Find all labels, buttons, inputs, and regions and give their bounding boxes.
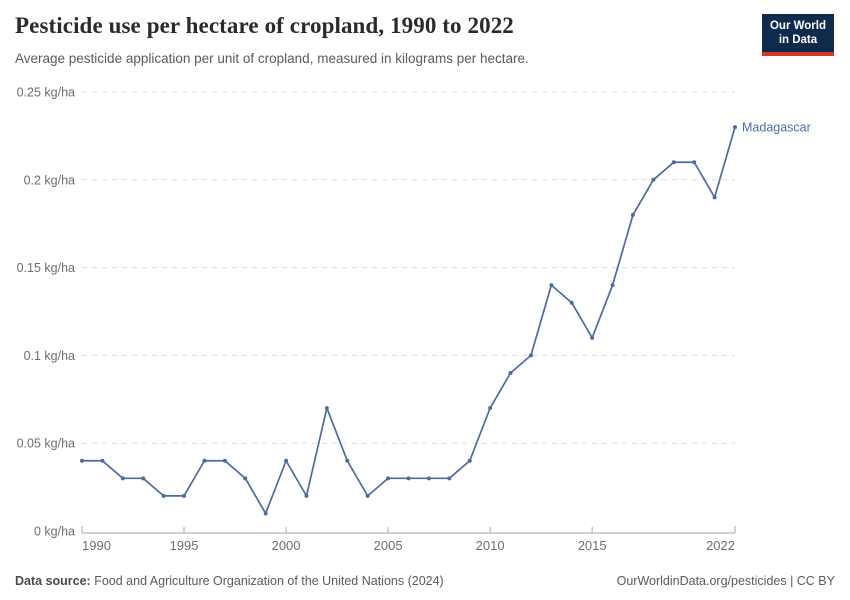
data-point-2020[interactable] <box>692 160 697 165</box>
chart-title: Pesticide use per hectare of cropland, 1… <box>15 13 514 38</box>
owid-logo-line2: in Data <box>778 34 818 47</box>
y-tick-label: 0 kg/ha <box>34 525 75 539</box>
data-point-1997[interactable] <box>222 458 227 463</box>
data-point-2000[interactable] <box>284 458 289 463</box>
data-point-2002[interactable] <box>324 406 329 411</box>
chart-footer: Data source: Food and Agriculture Organi… <box>15 574 835 588</box>
data-point-1994[interactable] <box>161 493 166 498</box>
data-point-1993[interactable] <box>141 476 146 481</box>
data-point-2016[interactable] <box>610 283 615 288</box>
data-point-2004[interactable] <box>365 493 370 498</box>
data-point-2017[interactable] <box>630 212 635 217</box>
data-point-2013[interactable] <box>549 283 554 288</box>
y-tick-label: 0.25 kg/ha <box>17 86 75 100</box>
data-point-2014[interactable] <box>569 300 574 305</box>
data-point-2007[interactable] <box>426 476 431 481</box>
data-point-1998[interactable] <box>243 476 248 481</box>
data-point-1991[interactable] <box>100 458 105 463</box>
series-label-madagascar[interactable]: Madagascar <box>742 121 811 135</box>
data-source-label: Data source: <box>15 574 91 588</box>
data-point-2012[interactable] <box>528 353 533 358</box>
y-tick-label: 0.15 kg/ha <box>17 261 75 275</box>
owid-logo-line1: Our World <box>769 20 826 32</box>
data-point-2003[interactable] <box>345 458 350 463</box>
data-source: Data source: Food and Agriculture Organi… <box>15 574 444 588</box>
data-point-2011[interactable] <box>508 370 513 375</box>
chart-subtitle: Average pesticide application per unit o… <box>15 51 529 66</box>
data-point-2015[interactable] <box>590 335 595 340</box>
y-tick-label: 0.05 kg/ha <box>17 437 75 451</box>
data-point-1990[interactable] <box>80 458 84 463</box>
data-point-2018[interactable] <box>651 177 656 182</box>
data-point-1996[interactable] <box>202 458 207 463</box>
data-point-1999[interactable] <box>263 511 268 516</box>
x-tick-label: 2010 <box>476 538 505 553</box>
data-point-1995[interactable] <box>182 493 187 498</box>
x-tick-label: 2000 <box>272 538 301 553</box>
y-tick-label: 0.1 kg/ha <box>24 349 75 363</box>
data-point-2019[interactable] <box>671 160 676 165</box>
data-point-2006[interactable] <box>406 476 411 481</box>
owid-logo[interactable]: Our World in Data <box>761 14 834 56</box>
y-tick-label: 0.2 kg/ha <box>24 173 75 187</box>
data-point-2010[interactable] <box>488 406 493 411</box>
x-tick-label: 2015 <box>578 538 607 553</box>
x-tick-label: 1990 <box>82 538 111 553</box>
data-point-2001[interactable] <box>304 493 309 498</box>
x-tick-label: 2022 <box>706 538 735 553</box>
data-point-2021[interactable] <box>712 195 717 200</box>
credit-link[interactable]: OurWorldinData.org/pesticides | CC BY <box>616 574 835 588</box>
series-line-madagascar[interactable] <box>81 126 736 515</box>
data-point-2005[interactable] <box>386 476 391 481</box>
data-point-2009[interactable] <box>467 458 472 463</box>
data-point-1992[interactable] <box>120 476 125 481</box>
data-source-text: Food and Agriculture Organization of the… <box>90 574 444 588</box>
x-tick-label: 2005 <box>374 538 403 553</box>
x-tick-label: 1995 <box>170 538 199 553</box>
data-point-2022[interactable] <box>733 125 737 130</box>
data-point-2008[interactable] <box>447 476 452 481</box>
